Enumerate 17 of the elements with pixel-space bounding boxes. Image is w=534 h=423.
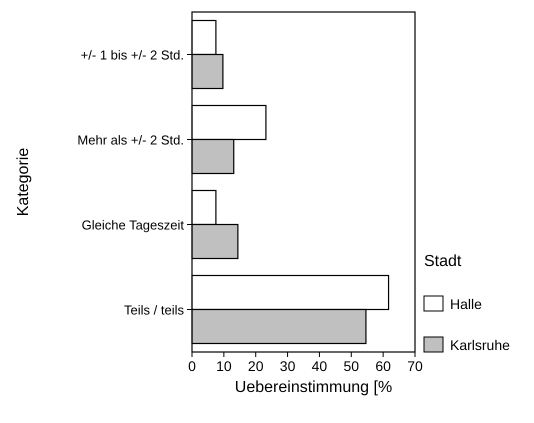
x-tick-label: 30 (280, 358, 296, 374)
legend-label: Karlsruhe (450, 337, 510, 353)
y-tick-label: Teils / teils (124, 302, 184, 318)
x-tick-label: 50 (343, 358, 360, 374)
legend-title: Stadt (424, 253, 462, 270)
y-tick-label: Mehr als +/- 2 Std. (77, 132, 184, 148)
x-tick-label: 0 (188, 358, 196, 374)
x-axis-title: Uebereinstimmung [% (234, 379, 392, 396)
y-tick-label: Gleiche Tageszeit (82, 218, 184, 232)
legend-label: Halle (450, 296, 482, 312)
y-tick-label: +/- 1 bis +/- 2 Std. (80, 48, 184, 62)
x-tick-label: 60 (375, 358, 392, 374)
y-axis-title: Kategorie (15, 148, 32, 216)
x-tick-label: 20 (248, 358, 264, 374)
x-tick-label: 70 (407, 358, 423, 374)
x-tick-label: 40 (312, 358, 328, 374)
x-tick-label: 10 (216, 358, 232, 374)
